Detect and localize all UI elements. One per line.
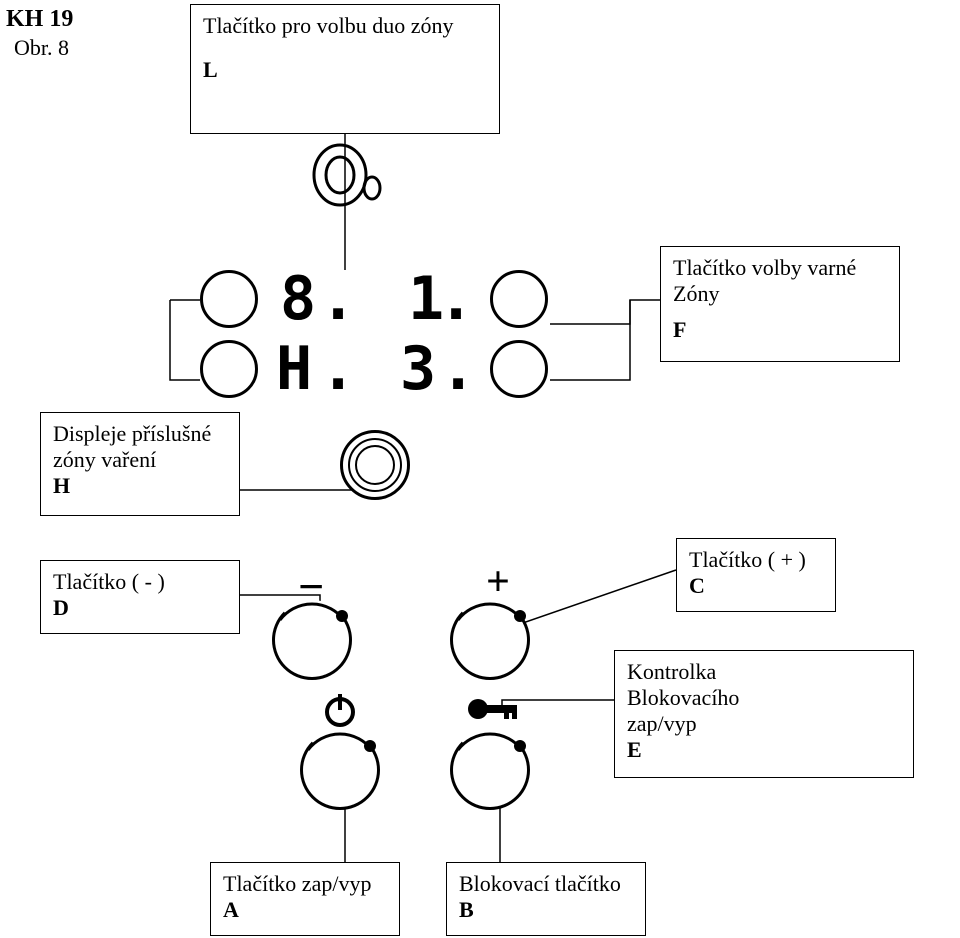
label-box-A: Tlačítko zap/vyp A <box>210 862 400 936</box>
display-dot-3: . <box>320 334 356 404</box>
label-box-C: Tlačítko ( + ) C <box>676 538 836 612</box>
power-icon <box>320 690 360 730</box>
label-L-text: Tlačítko pro volbu duo zóny <box>203 13 487 39</box>
label-B-letter: B <box>459 897 633 923</box>
label-F-letter: F <box>673 317 887 343</box>
indicator-ring-3 <box>355 445 395 485</box>
label-E-letter: E <box>627 737 901 763</box>
display-dot-1: . <box>320 264 356 334</box>
page-header: KH 19 Obr. 8 <box>6 6 73 61</box>
label-box-B: Blokovací tlačítko B <box>446 862 646 936</box>
minus-button-dot <box>336 610 348 622</box>
control-panel-diagram: 8 . 1 . H . 3 . − + <box>190 270 610 830</box>
label-E-text1: Kontrolka <box>627 659 901 685</box>
label-E-text2: Blokovacího <box>627 685 901 711</box>
label-box-L: Tlačítko pro volbu duo zóny L <box>190 4 500 134</box>
label-F-text1: Tlačítko volby varné <box>673 255 887 281</box>
key-icon <box>466 692 522 726</box>
header-title: KH 19 <box>6 6 73 32</box>
label-C-letter: C <box>689 573 823 599</box>
label-A-text: Tlačítko zap/vyp <box>223 871 387 897</box>
zone-select-2 <box>200 340 258 398</box>
display-digit-4: 3 <box>400 334 436 404</box>
zone-select-1 <box>200 270 258 328</box>
label-F-text2: Zóny <box>673 281 887 307</box>
display-dot-2: . <box>438 264 474 334</box>
display-dot-4: . <box>440 334 476 404</box>
display-digit-1: 8 <box>280 264 316 334</box>
lock-button-dot <box>514 740 526 752</box>
label-box-E: Kontrolka Blokovacího zap/vyp E <box>614 650 914 778</box>
label-A-letter: A <box>223 897 387 923</box>
power-button-dot <box>364 740 376 752</box>
plus-icon: + <box>486 558 510 606</box>
header-subtitle: Obr. 8 <box>6 35 73 61</box>
label-C-text: Tlačítko ( + ) <box>689 547 823 573</box>
zone-select-4 <box>490 340 548 398</box>
label-B-text: Blokovací tlačítko <box>459 871 633 897</box>
zone-select-3 <box>490 270 548 328</box>
label-E-text3: zap/vyp <box>627 711 901 737</box>
display-digit-3: H <box>276 334 312 404</box>
label-box-F: Tlačítko volby varné Zóny F <box>660 246 900 362</box>
plus-button-dot <box>514 610 526 622</box>
duo-zone-icon <box>310 140 390 210</box>
label-L-letter: L <box>203 57 487 83</box>
